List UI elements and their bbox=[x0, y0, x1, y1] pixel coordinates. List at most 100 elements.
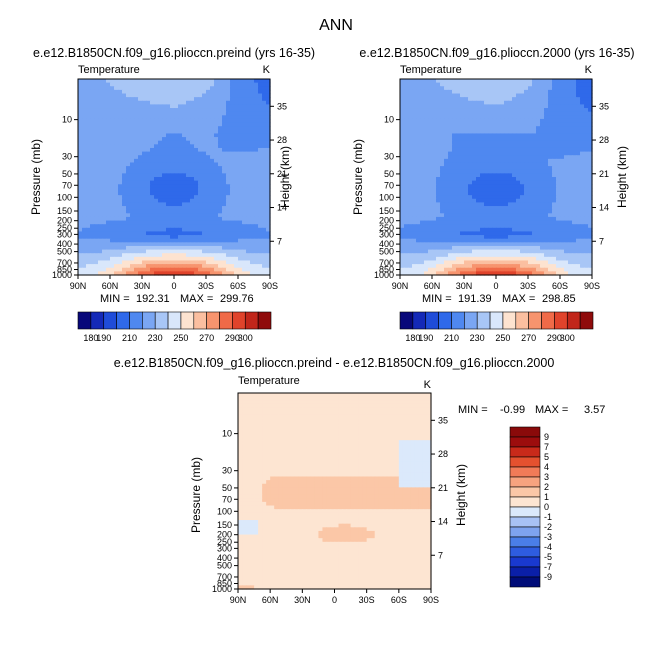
contour-cell bbox=[500, 129, 505, 135]
contour-cell bbox=[170, 264, 175, 269]
contour-cell bbox=[126, 267, 131, 272]
contour-cell bbox=[206, 126, 211, 131]
contour-cell bbox=[568, 238, 573, 243]
contour-cell bbox=[162, 108, 167, 113]
contour-cell bbox=[516, 187, 521, 193]
contour-cell bbox=[194, 264, 199, 269]
contour-cell bbox=[456, 93, 461, 98]
contour-cell bbox=[496, 108, 501, 113]
contour-cell bbox=[214, 206, 219, 211]
contour-cell bbox=[182, 253, 187, 258]
contour-cell bbox=[222, 224, 227, 229]
contour-cell bbox=[102, 191, 107, 196]
contour-cell bbox=[444, 137, 449, 142]
contour-cell bbox=[484, 209, 489, 214]
contour-cell bbox=[456, 155, 461, 160]
contour-cell bbox=[170, 249, 175, 254]
contour-cell bbox=[218, 184, 223, 189]
contour-cell bbox=[524, 213, 529, 218]
contour-cell bbox=[170, 169, 175, 174]
contour-cell bbox=[548, 231, 553, 236]
contour-cell bbox=[150, 93, 155, 98]
contour-cell bbox=[564, 79, 569, 84]
contour-cell bbox=[186, 144, 191, 149]
contour-cell bbox=[448, 242, 453, 247]
contour-cell bbox=[178, 166, 183, 171]
contour-cell bbox=[540, 195, 545, 200]
contour-cell bbox=[476, 126, 481, 131]
contour-cell bbox=[448, 82, 453, 87]
contour-cell bbox=[266, 249, 271, 254]
contour-cell bbox=[174, 249, 179, 254]
contour-cell bbox=[86, 115, 91, 120]
contour-cell bbox=[588, 93, 593, 98]
contour-cell bbox=[222, 267, 227, 272]
contour-cell bbox=[428, 86, 433, 91]
contour-cell bbox=[150, 227, 155, 233]
contour-cell bbox=[576, 235, 581, 240]
contour-cell bbox=[496, 220, 501, 225]
contour-cell bbox=[214, 213, 219, 218]
contour-cell bbox=[186, 86, 191, 91]
contour-cell bbox=[166, 115, 171, 120]
contour-cell bbox=[218, 202, 223, 207]
contour-cell bbox=[98, 235, 103, 240]
contour-cell bbox=[472, 108, 477, 113]
contour-cell bbox=[472, 209, 477, 214]
contour-cell bbox=[98, 271, 103, 276]
contour-cell bbox=[230, 245, 235, 251]
contour-cell bbox=[436, 242, 441, 247]
pressure-tick-label: 10 bbox=[62, 115, 72, 125]
contour-cell bbox=[588, 206, 593, 211]
contour-cell bbox=[412, 166, 417, 171]
contour-cell bbox=[464, 235, 469, 240]
contour-cell bbox=[266, 195, 271, 200]
contour-cell bbox=[162, 260, 167, 265]
contour-cell bbox=[158, 206, 163, 211]
contour-cell bbox=[524, 126, 529, 131]
contour-cell bbox=[186, 209, 191, 214]
contour-cell bbox=[186, 238, 191, 243]
contour-cell bbox=[560, 118, 565, 124]
contour-cell bbox=[150, 209, 155, 214]
contour-cell bbox=[154, 206, 159, 211]
contour-cell bbox=[186, 89, 191, 95]
contour-cell bbox=[500, 184, 505, 189]
contour-cell bbox=[404, 162, 409, 167]
contour-cell bbox=[476, 238, 481, 243]
contour-cell bbox=[110, 238, 115, 243]
contour-cell bbox=[82, 108, 87, 113]
contour-cell bbox=[210, 140, 215, 145]
contour-cell bbox=[246, 220, 251, 225]
contour-cell bbox=[186, 216, 191, 222]
contour-cell bbox=[118, 158, 123, 164]
contour-cell bbox=[444, 89, 449, 95]
contour-cell bbox=[584, 166, 589, 171]
contour-cell bbox=[174, 220, 179, 225]
contour-cell bbox=[488, 180, 493, 185]
contour-cell bbox=[90, 144, 95, 149]
contour-cell bbox=[114, 86, 119, 91]
contour-cell bbox=[456, 147, 461, 153]
contour-cell bbox=[234, 97, 239, 102]
contour-cell bbox=[516, 162, 521, 167]
contour-cell bbox=[114, 184, 119, 189]
contour-cell bbox=[552, 191, 557, 196]
contour-cell bbox=[218, 238, 223, 243]
contour-cell bbox=[226, 100, 231, 106]
contour-cell bbox=[122, 137, 127, 142]
contour-cell bbox=[110, 122, 115, 127]
contour-cell bbox=[476, 155, 481, 160]
contour-cell bbox=[266, 158, 271, 164]
contour-cell bbox=[162, 195, 167, 200]
contour-cell bbox=[536, 227, 541, 233]
contour-cell bbox=[516, 89, 521, 95]
contour-cell bbox=[476, 144, 481, 149]
contour-cell bbox=[262, 137, 267, 142]
contour-cell bbox=[198, 227, 203, 233]
contour-cell bbox=[226, 129, 231, 135]
contour-cell bbox=[78, 177, 83, 182]
contour-cell bbox=[98, 224, 103, 229]
contour-cell bbox=[154, 137, 159, 142]
contour-cell bbox=[142, 140, 147, 145]
